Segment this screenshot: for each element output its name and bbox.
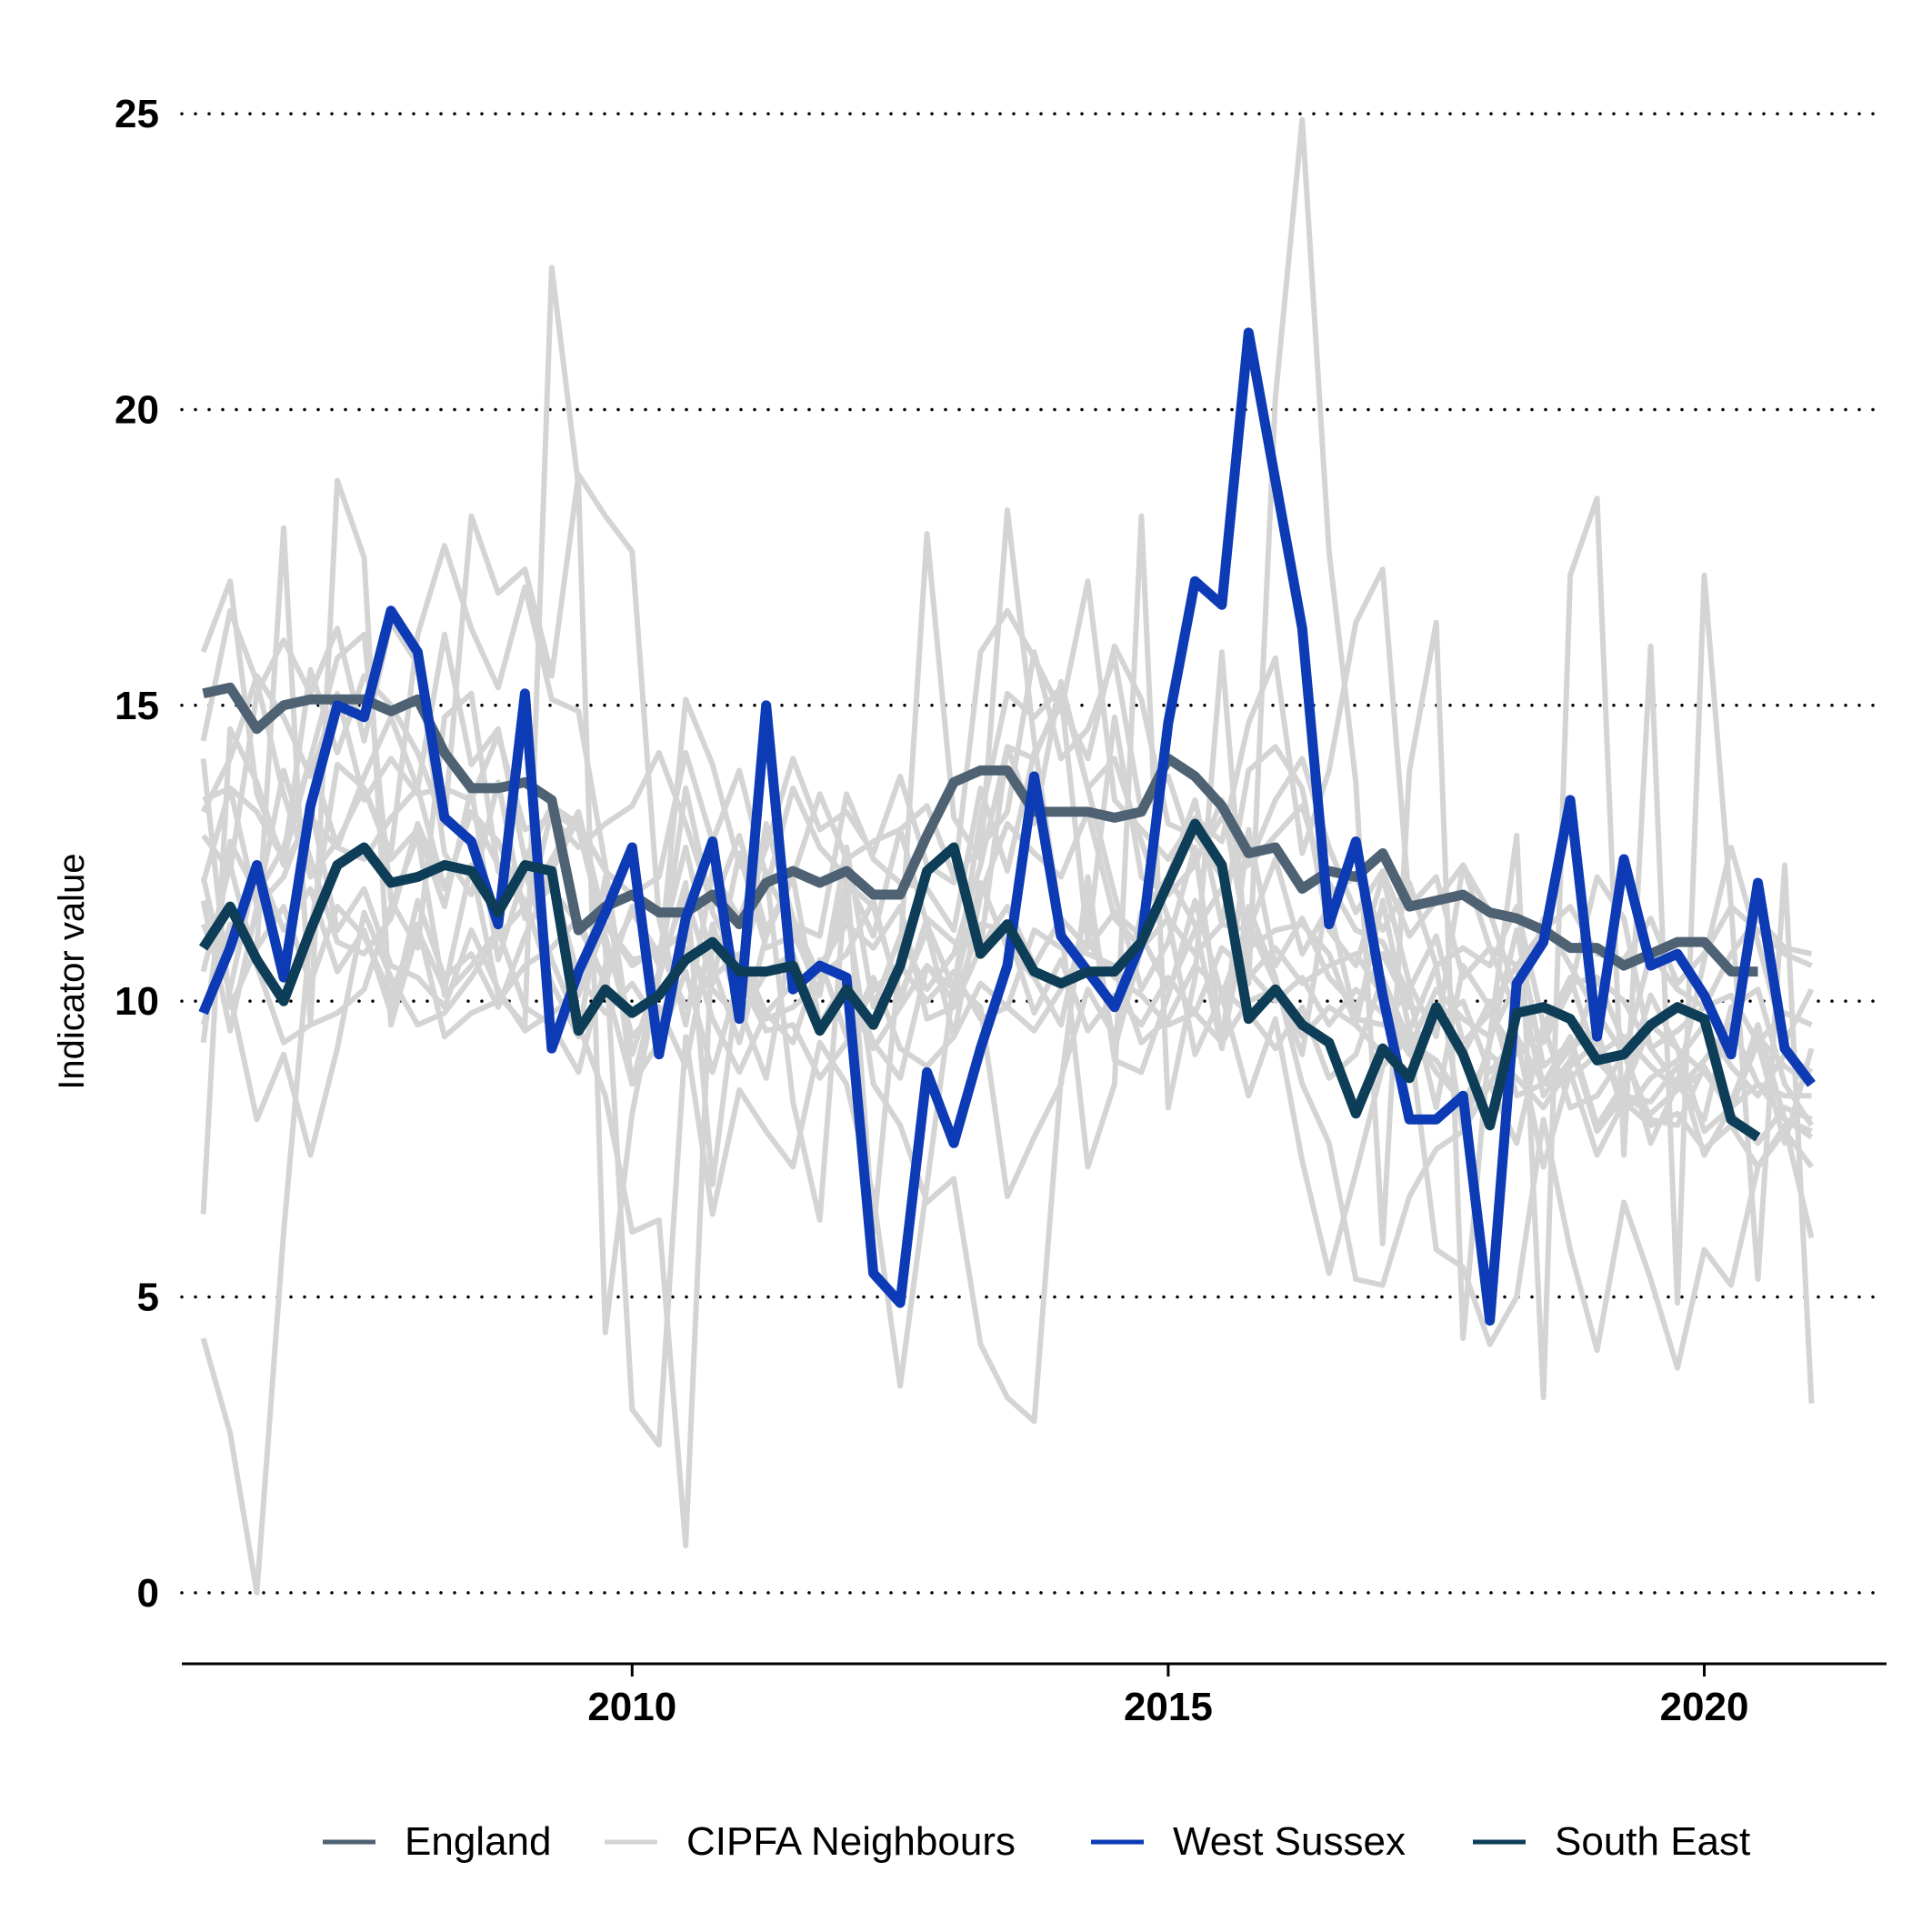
x-tick-label: 2020 — [1660, 1685, 1749, 1729]
legend-label: England — [405, 1819, 551, 1864]
legend-item-west-sussex: West Sussex — [1091, 1819, 1406, 1864]
legend-label: South East — [1555, 1819, 1750, 1864]
series-line-cipfa-neighbours-11 — [200, 815, 1815, 1448]
series-line-england-15 — [202, 682, 1758, 977]
legend: England CIPFA Neighbours West Sussex South … — [323, 1819, 1750, 1864]
series-line-cipfa-neighbours-12 — [200, 116, 1815, 1404]
y-tick-label: 20 — [115, 387, 159, 432]
legend-item-south-east: South East — [1473, 1819, 1750, 1864]
legend-label: CIPFA Neighbours — [686, 1819, 1016, 1864]
x-tick-label: 2010 — [587, 1685, 676, 1729]
y-tick-label: 5 — [137, 1276, 159, 1320]
legend-item-cipfa-neighbours: CIPFA Neighbours — [605, 1819, 1016, 1864]
series-lines — [198, 116, 1816, 1596]
y-tick-label: 0 — [137, 1571, 159, 1616]
y-tick-label: 10 — [115, 979, 159, 1024]
legend-item-england: England — [323, 1819, 551, 1864]
series-line-cipfa-neighbours-8 — [200, 631, 1815, 1146]
y-axis-title: Indicator value — [52, 854, 92, 1090]
y-axis-tick-labels: 0 5 10 15 20 25 — [115, 92, 159, 1616]
y-tick-label: 15 — [115, 684, 159, 728]
series-line-west-sussex-16 — [198, 327, 1816, 1326]
series-line-cipfa-neighbours-1 — [200, 543, 1815, 1087]
x-tick-label: 2015 — [1124, 1685, 1213, 1729]
series-line-cipfa-neighbours-14 — [200, 803, 1813, 1135]
series-line-south-east-17 — [198, 818, 1761, 1142]
y-tick-label: 25 — [115, 92, 159, 136]
series-line-cipfa-neighbours-13 — [202, 756, 1814, 1105]
x-axis-tick-labels: 2010 2015 2020 — [587, 1664, 1748, 1729]
legend-label: West Sussex — [1173, 1819, 1406, 1864]
